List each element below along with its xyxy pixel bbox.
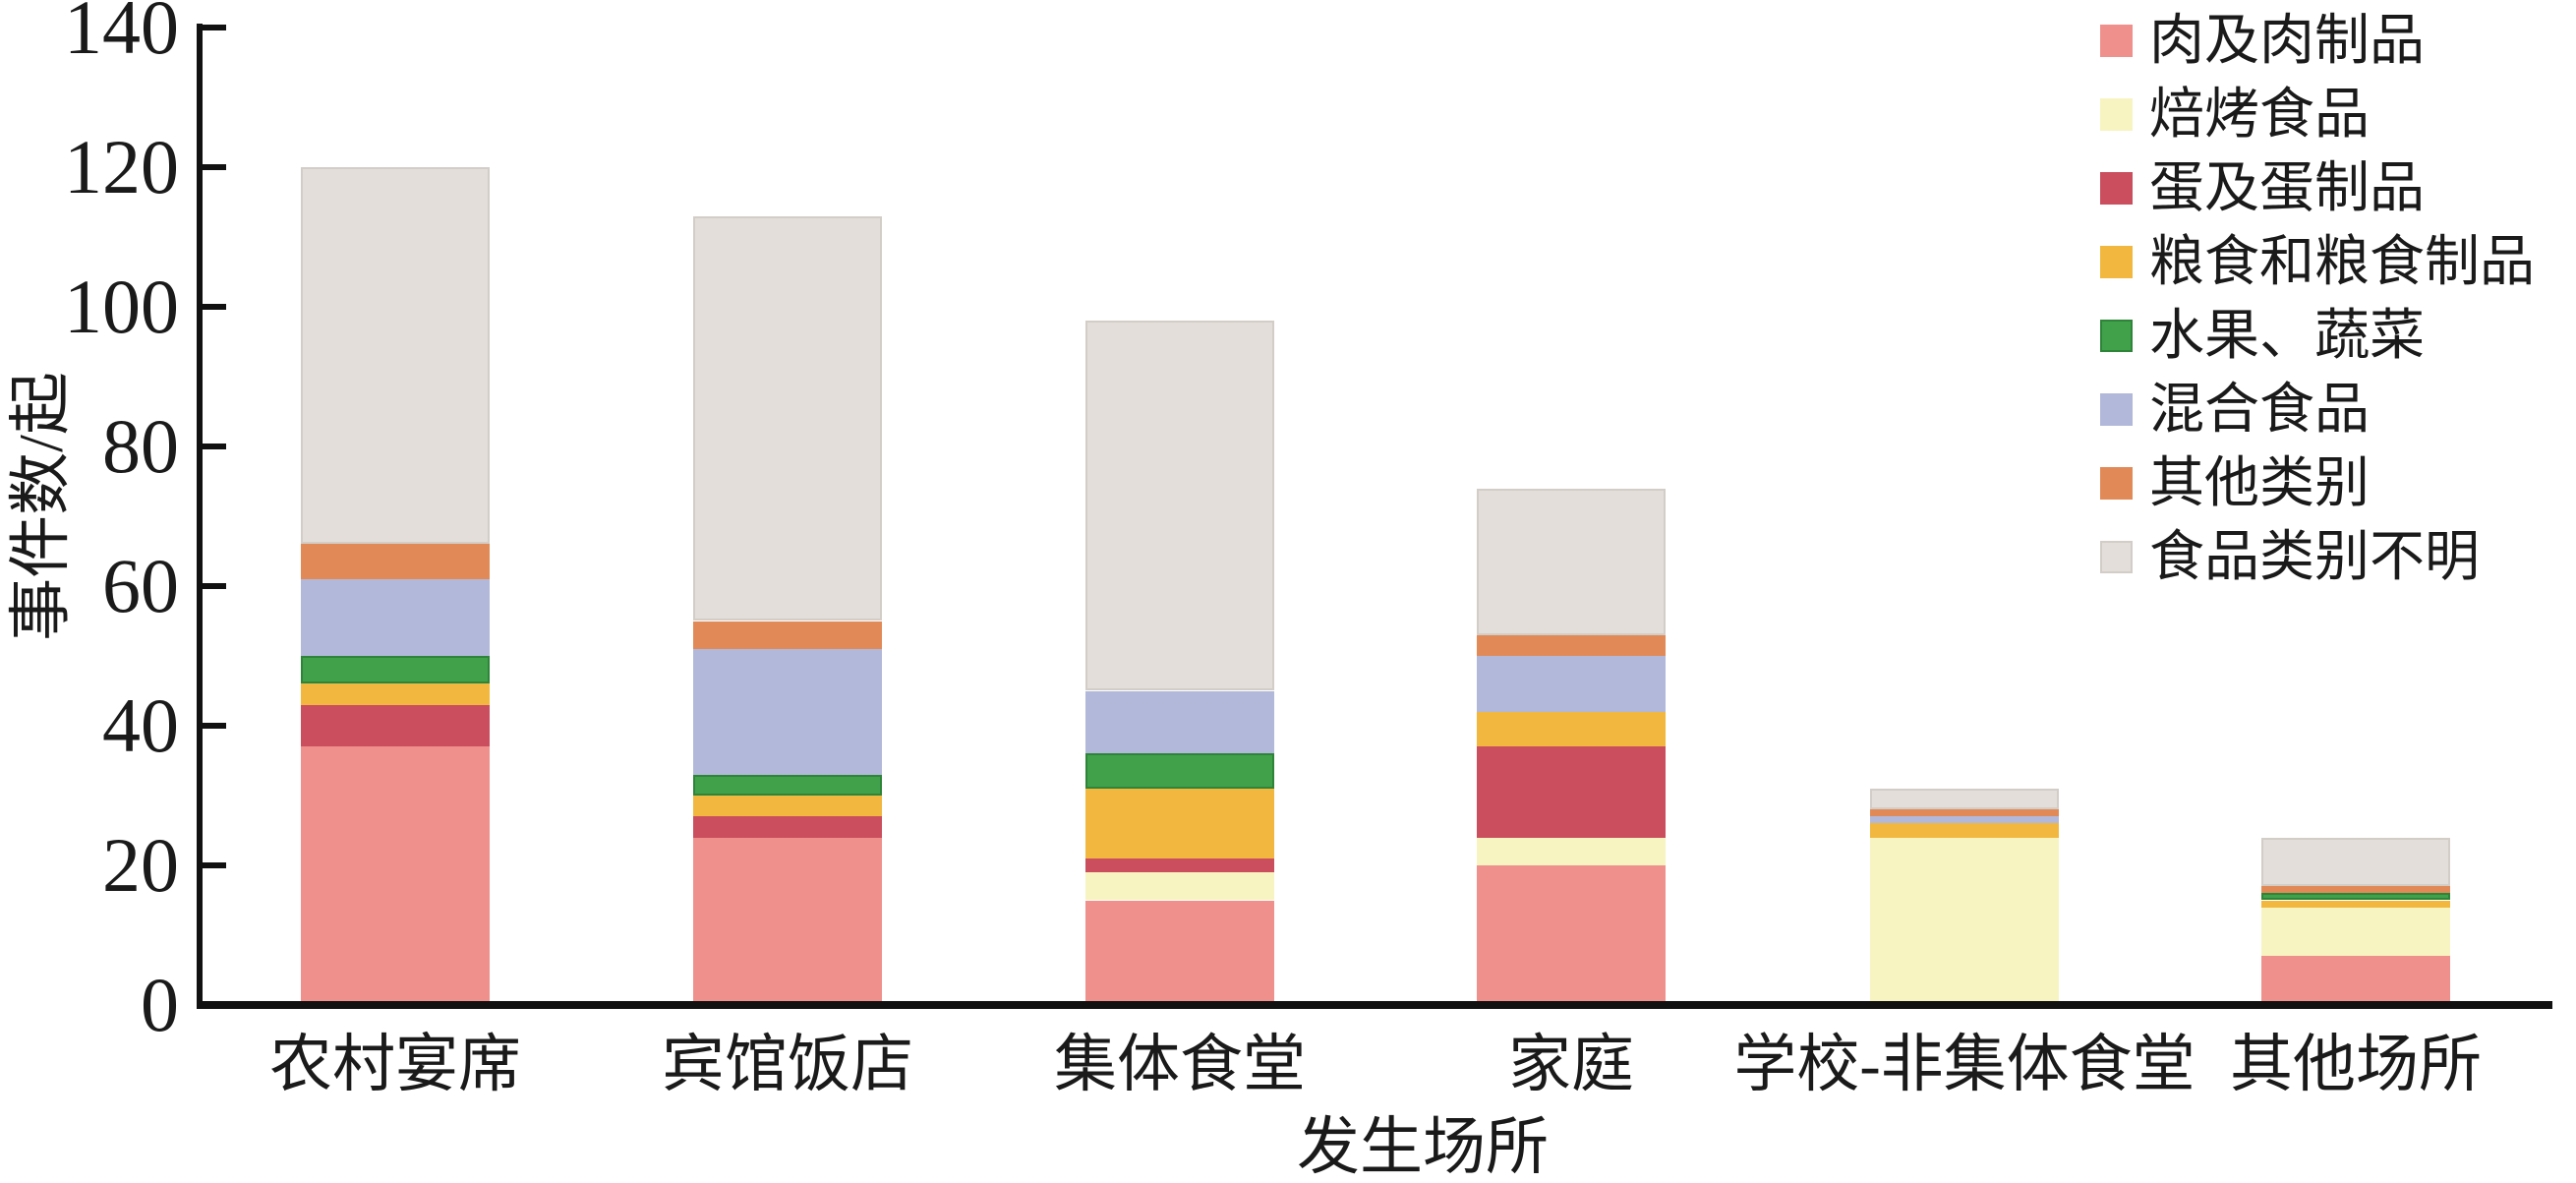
bar-segment-肉及肉制品-集体食堂 — [1085, 900, 1274, 1005]
bar-segment-混合食品-宾馆饭店 — [693, 648, 882, 775]
y-tick-label-60: 60 — [102, 543, 179, 628]
bar-segment-食品类别不明-其他场所 — [2261, 837, 2450, 887]
bar-segment-焙烤食品-家庭 — [1477, 837, 1666, 865]
y-tick-label-120: 120 — [64, 124, 179, 209]
bar-segment-粮食和粮食制品-宾馆饭店 — [693, 796, 882, 817]
x-category-label-家庭: 家庭 — [1508, 1030, 1634, 1099]
legend-label-其他类别: 其他类别 — [2149, 453, 2370, 514]
legend-label-水果、蔬菜: 水果、蔬菜 — [2149, 306, 2425, 367]
y-tick-mark-40 — [203, 723, 226, 729]
bar-segment-其他类别-宾馆饭店 — [693, 621, 882, 649]
bar-segment-食品类别不明-家庭 — [1477, 488, 1666, 635]
bar-segment-混合食品-农村宴席 — [301, 578, 490, 656]
bar-segment-水果、蔬菜-集体食堂 — [1085, 753, 1274, 789]
bar-segment-粮食和粮食制品-农村宴席 — [301, 683, 490, 705]
y-tick-mark-60 — [203, 583, 226, 589]
legend-swatch-肉及肉制品 — [2100, 25, 2133, 57]
y-tick-mark-120 — [203, 164, 226, 170]
y-tick-label-100: 100 — [64, 264, 179, 349]
bar-segment-混合食品-集体食堂 — [1085, 690, 1274, 754]
legend-swatch-混合食品 — [2100, 393, 2133, 426]
bar-segment-蛋及蛋制品-家庭 — [1477, 746, 1666, 838]
legend-swatch-水果、蔬菜 — [2100, 320, 2133, 352]
bar-segment-其他类别-学校-非集体食堂 — [1870, 809, 2059, 817]
bar-segment-食品类别不明-农村宴席 — [301, 167, 490, 545]
y-tick-label-40: 40 — [102, 682, 179, 768]
bar-segment-肉及肉制品-家庭 — [1477, 865, 1666, 1005]
x-category-label-其他场所: 其他场所 — [2230, 1030, 2482, 1099]
bar-segment-蛋及蛋制品-集体食堂 — [1085, 858, 1274, 873]
legend-swatch-食品类别不明 — [2100, 541, 2133, 573]
bar-segment-蛋及蛋制品-农村宴席 — [301, 704, 490, 747]
y-tick-label-140: 140 — [64, 0, 179, 70]
legend-label-焙烤食品: 焙烤食品 — [2149, 85, 2370, 146]
y-tick-label-0: 0 — [141, 962, 179, 1047]
bar-segment-焙烤食品-学校-非集体食堂 — [1870, 837, 2059, 1005]
legend-label-粮食和粮食制品: 粮食和粮食制品 — [2149, 232, 2535, 293]
bar-segment-食品类别不明-集体食堂 — [1085, 321, 1274, 691]
bar-segment-蛋及蛋制品-宾馆饭店 — [693, 816, 882, 838]
legend-label-肉及肉制品: 肉及肉制品 — [2149, 11, 2425, 72]
legend-label-混合食品: 混合食品 — [2149, 380, 2370, 441]
legend-label-蛋及蛋制品: 蛋及蛋制品 — [2149, 158, 2425, 219]
bar-segment-其他类别-家庭 — [1477, 634, 1666, 656]
bar-segment-肉及肉制品-农村宴席 — [301, 746, 490, 1005]
y-tick-mark-0 — [203, 1002, 226, 1008]
bar-segment-粮食和粮食制品-集体食堂 — [1085, 788, 1274, 858]
bar-segment-肉及肉制品-宾馆饭店 — [693, 837, 882, 1005]
bar-segment-焙烤食品-集体食堂 — [1085, 872, 1274, 901]
legend-swatch-其他类别 — [2100, 467, 2133, 500]
x-category-label-宾馆饭店: 宾馆饭店 — [662, 1030, 913, 1099]
bar-segment-混合食品-家庭 — [1477, 656, 1666, 712]
x-axis-title: 发生场所 — [1297, 1112, 1549, 1182]
x-category-label-农村宴席: 农村宴席 — [269, 1030, 521, 1099]
y-tick-mark-100 — [203, 304, 226, 310]
y-axis-line — [197, 24, 203, 1009]
y-tick-mark-140 — [203, 25, 226, 30]
bar-segment-肉及肉制品-其他场所 — [2261, 956, 2450, 1005]
y-tick-mark-80 — [203, 444, 226, 449]
bar-segment-食品类别不明-学校-非集体食堂 — [1870, 788, 2059, 810]
y-tick-mark-20 — [203, 862, 226, 868]
bar-segment-粮食和粮食制品-家庭 — [1477, 711, 1666, 747]
bar-segment-焙烤食品-其他场所 — [2261, 907, 2450, 957]
bar-segment-粮食和粮食制品-其他场所 — [2261, 900, 2450, 908]
bar-segment-水果、蔬菜-其他场所 — [2261, 893, 2450, 901]
x-category-label-集体食堂: 集体食堂 — [1054, 1030, 1306, 1099]
legend-swatch-粮食和粮食制品 — [2100, 246, 2133, 278]
x-category-label-学校-非集体食堂: 学校-非集体食堂 — [1733, 1030, 2195, 1099]
y-tick-label-80: 80 — [102, 403, 179, 489]
bar-segment-粮食和粮食制品-学校-非集体食堂 — [1870, 823, 2059, 838]
legend-swatch-焙烤食品 — [2100, 98, 2133, 131]
bar-segment-水果、蔬菜-农村宴席 — [301, 656, 490, 684]
bar-segment-食品类别不明-宾馆饭店 — [693, 215, 882, 621]
bar-segment-水果、蔬菜-宾馆饭店 — [693, 774, 882, 796]
legend-swatch-蛋及蛋制品 — [2100, 172, 2133, 205]
bar-segment-混合食品-学校-非集体食堂 — [1870, 816, 2059, 824]
bar-segment-其他类别-其他场所 — [2261, 886, 2450, 894]
bar-segment-其他类别-农村宴席 — [301, 544, 490, 579]
legend-label-食品类别不明: 食品类别不明 — [2149, 527, 2480, 588]
y-tick-label-20: 20 — [102, 822, 179, 908]
x-axis-line — [197, 1001, 2552, 1009]
